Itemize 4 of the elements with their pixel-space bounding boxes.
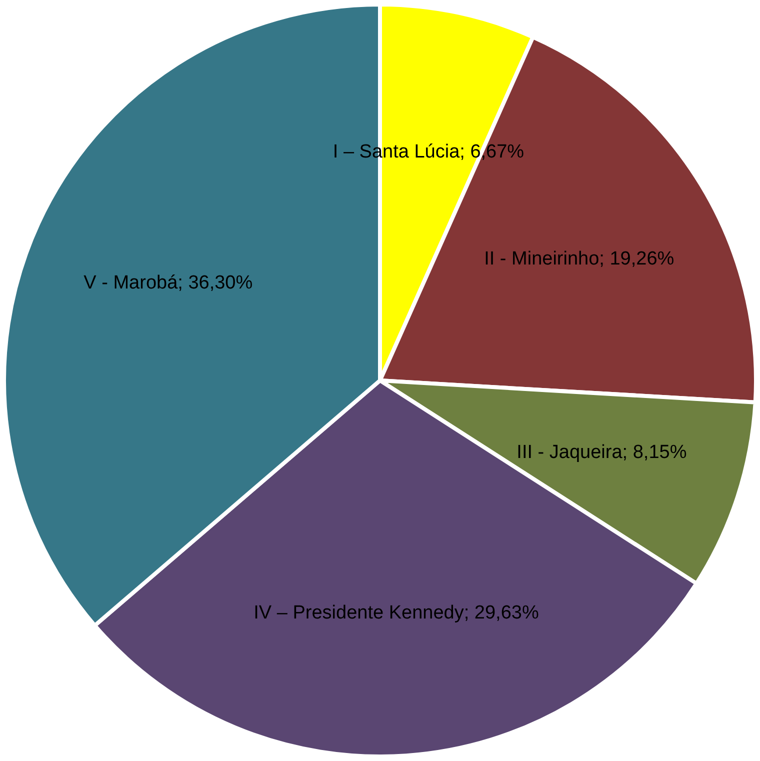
slice-label: V - Marobá; 36,30% <box>84 272 253 294</box>
slice-label: IV – Presidente Kennedy; 29,63% <box>254 602 539 624</box>
slice-label: II - Mineirinho; 19,26% <box>484 248 674 270</box>
slice-label: III - Jaqueira; 8,15% <box>516 442 687 463</box>
